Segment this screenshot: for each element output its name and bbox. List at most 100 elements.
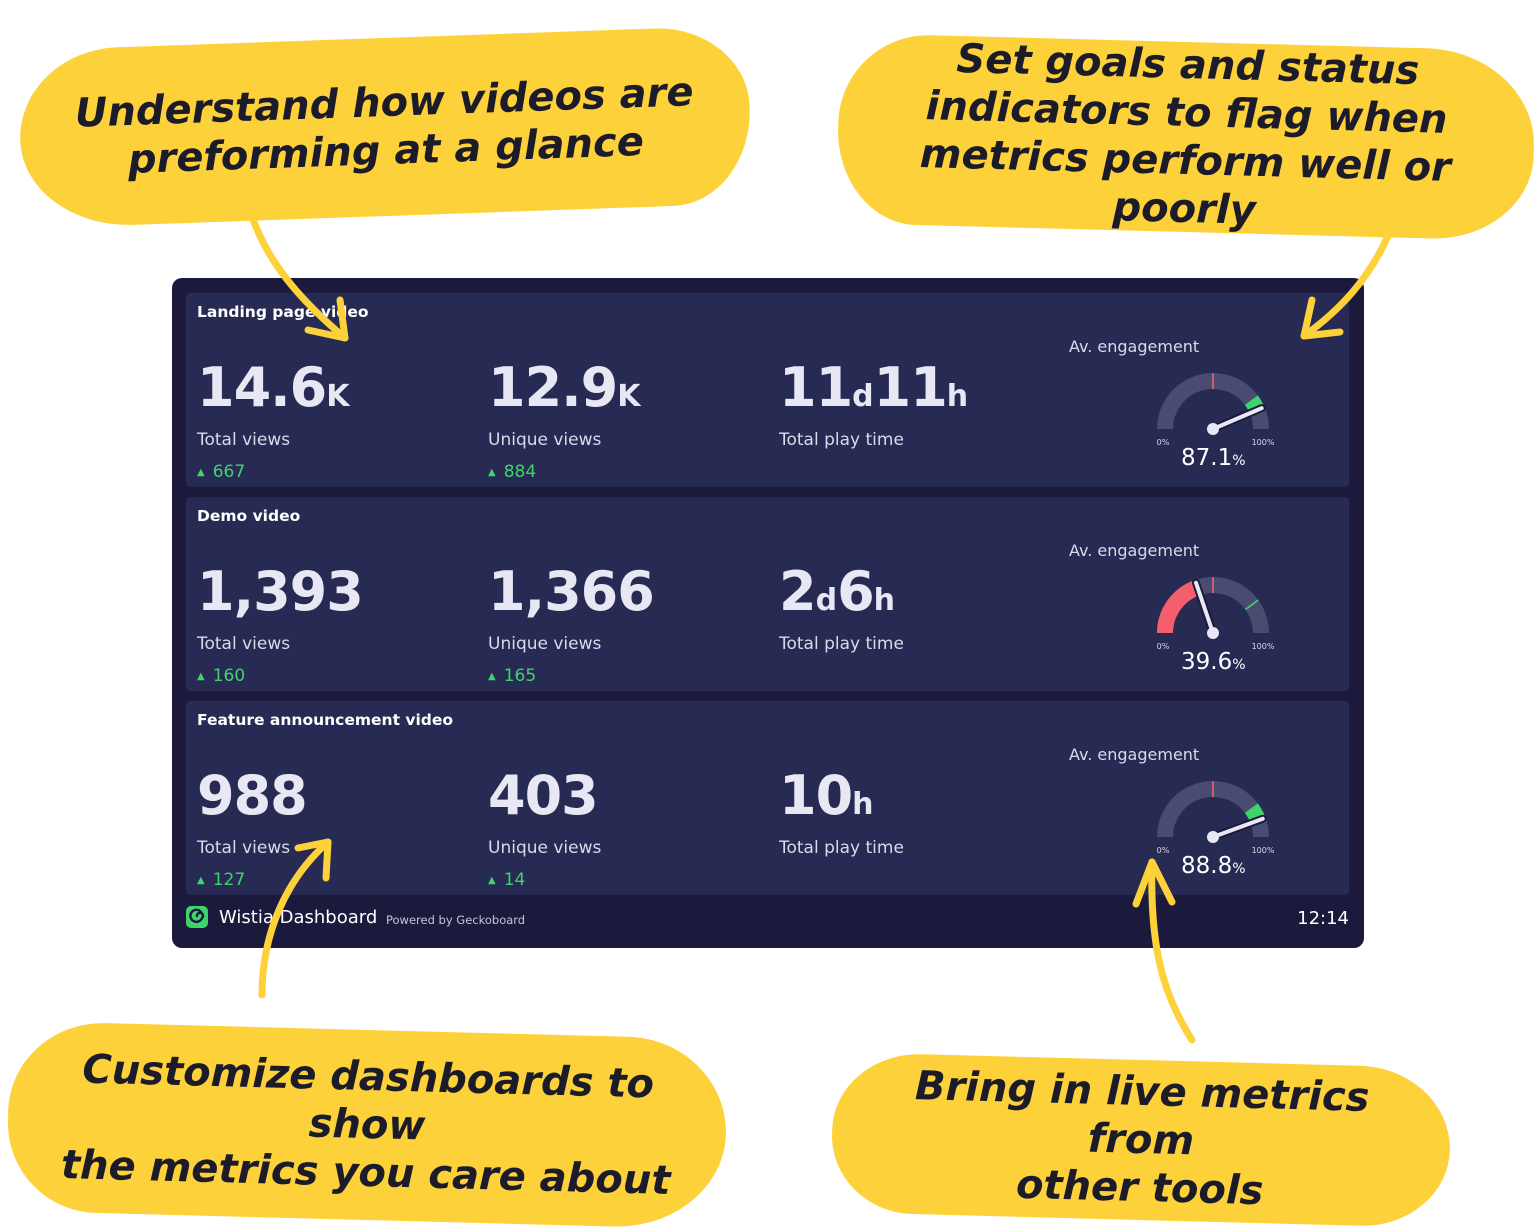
metric-total-play-time: 2d6h Total play time <box>779 565 904 655</box>
value-unit: d <box>852 379 874 414</box>
delta-value: 127 <box>212 870 246 890</box>
gauge-value: 88.8% <box>1181 853 1246 879</box>
panel-title: Feature announcement video <box>197 711 454 729</box>
callout-line: Customize dashboards to show <box>81 1046 655 1150</box>
value-unit: d <box>815 583 838 618</box>
panel-demo-video: Demo video 1,393 Total views ▲ 160 1,366 … <box>186 497 1349 691</box>
value-number: 10 <box>779 764 853 827</box>
gauge-dial: 0% 100% <box>1157 781 1275 854</box>
gauge-max-label: 100% <box>1252 642 1275 650</box>
metric-delta: ▲ 667 <box>197 462 349 482</box>
metric-label: Total play time <box>779 430 904 450</box>
value-number: 6 <box>837 560 875 623</box>
value-number: 11 <box>873 356 948 419</box>
metric-label: Total views <box>197 430 291 450</box>
dashboard-footer: Wistia Dashboard Powered by Geckoboard 1… <box>186 902 1349 942</box>
metric-value: 2d6h <box>779 565 904 628</box>
callout-live-metrics: Bring in live metrics from other tools <box>830 1051 1452 1229</box>
engagement-gauge: Av. engagement 0% 100% 39.6% <box>1069 541 1349 691</box>
value-unit: h <box>873 583 895 618</box>
gauge-dial: 0% 100% <box>1157 577 1275 650</box>
gauge-max-label: 100% <box>1252 438 1275 446</box>
dashboard-title: Wistia Dashboard <box>219 907 378 928</box>
metric-delta: ▲ 14 <box>488 870 601 890</box>
metric-label: Total views <box>197 838 291 858</box>
gauge-unit: % <box>1232 657 1246 673</box>
gauge-hub <box>1207 627 1219 639</box>
value-number: 403 <box>488 764 599 827</box>
triangle-up-icon: ▲ <box>197 467 205 478</box>
metric-total-views: 14.6K Total views ▲ 667 <box>197 361 349 483</box>
gauge-hub <box>1207 831 1219 843</box>
metric-label: Total play time <box>779 838 904 858</box>
value-number: 1,366 <box>488 560 655 623</box>
gauge-number: 87.1 <box>1181 445 1233 471</box>
triangle-up-icon: ▲ <box>488 875 496 886</box>
gauge-max-label: 100% <box>1252 846 1275 854</box>
gauge-label: Av. engagement <box>1069 745 1200 764</box>
callout-goals: Set goals and status indicators to flag w… <box>835 32 1536 242</box>
value-number: 1,393 <box>197 560 364 623</box>
gauge-fill <box>1157 579 1201 634</box>
callout-glance: Understand how videos are preforming at a… <box>17 25 753 229</box>
gauge-unit: % <box>1232 861 1246 877</box>
panel-landing-page-video: Landing page video 14.6K Total views ▲ 66… <box>186 293 1349 487</box>
value-number: 2 <box>779 560 817 623</box>
panel-title: Landing page video <box>197 303 369 321</box>
dashboard-window: Landing page video 14.6K Total views ▲ 66… <box>172 278 1364 948</box>
wistia-logo-icon <box>186 906 208 928</box>
metric-total-play-time: 11d11h Total play time <box>779 361 969 451</box>
metric-value: 10h <box>779 769 904 832</box>
metric-value: 403 <box>488 769 601 832</box>
gauge-threshold-tick <box>1244 599 1259 611</box>
value-number: 12.9 <box>488 356 618 419</box>
value-unit: K <box>326 379 350 414</box>
value-number: 11 <box>779 356 853 419</box>
value-unit: K <box>617 379 641 414</box>
gauge-dial: 0% 100% <box>1157 373 1275 446</box>
triangle-up-icon: ▲ <box>197 875 205 886</box>
callout-customize: Customize dashboards to show the metrics … <box>5 1020 729 1229</box>
triangle-up-icon: ▲ <box>488 671 496 682</box>
value-unit: h <box>946 379 969 414</box>
delta-value: 160 <box>212 666 246 686</box>
metric-label: Unique views <box>488 634 602 654</box>
gauge-number: 88.8 <box>1181 853 1233 879</box>
delta-value: 14 <box>503 870 526 890</box>
gauge-hub <box>1207 423 1219 435</box>
value-number: 14.6 <box>197 356 327 419</box>
gauge-unit: % <box>1232 453 1246 469</box>
gauge-needle <box>1211 406 1264 431</box>
triangle-up-icon: ▲ <box>488 467 496 478</box>
value-unit: h <box>852 787 874 822</box>
gauge-needle <box>1193 580 1215 635</box>
gauge-min-label: 0% <box>1157 642 1170 650</box>
metric-label: Unique views <box>488 430 602 450</box>
metric-unique-views: 1,366 Unique views ▲ 165 <box>488 565 655 687</box>
metric-delta: ▲ 160 <box>197 666 363 686</box>
metric-value: 14.6K <box>197 361 349 424</box>
metric-label: Total views <box>197 634 291 654</box>
delta-value: 165 <box>503 666 537 686</box>
callout-line: metrics perform well or poorly <box>919 131 1452 234</box>
delta-value: 667 <box>212 462 246 482</box>
metric-value: 1,393 <box>197 565 364 628</box>
gauge-threshold-tick <box>1244 803 1259 815</box>
metric-delta: ▲ 165 <box>488 666 654 686</box>
gauge-threshold-tick <box>1244 395 1259 407</box>
powered-by: Powered by Geckoboard <box>386 913 526 927</box>
panel-title: Demo video <box>197 507 301 525</box>
engagement-gauge: Av. engagement 0% 100% 88.8% <box>1069 745 1349 895</box>
metric-unique-views: 403 Unique views ▲ 14 <box>488 769 601 891</box>
value-number: 988 <box>197 764 308 827</box>
metric-total-views: 988 Total views ▲ 127 <box>197 769 308 891</box>
metric-delta: ▲ 884 <box>488 462 640 482</box>
callout-line: Bring in live metrics from <box>914 1063 1371 1165</box>
engagement-gauge: Av. engagement 0% 100% 87.1% <box>1069 337 1349 487</box>
metric-delta: ▲ 127 <box>197 870 307 890</box>
metric-unique-views: 12.9K Unique views ▲ 884 <box>488 361 641 483</box>
gauge-label: Av. engagement <box>1069 541 1200 560</box>
delta-value: 884 <box>503 462 537 482</box>
metric-value: 1,366 <box>488 565 655 628</box>
gauge-value: 87.1% <box>1181 445 1246 471</box>
